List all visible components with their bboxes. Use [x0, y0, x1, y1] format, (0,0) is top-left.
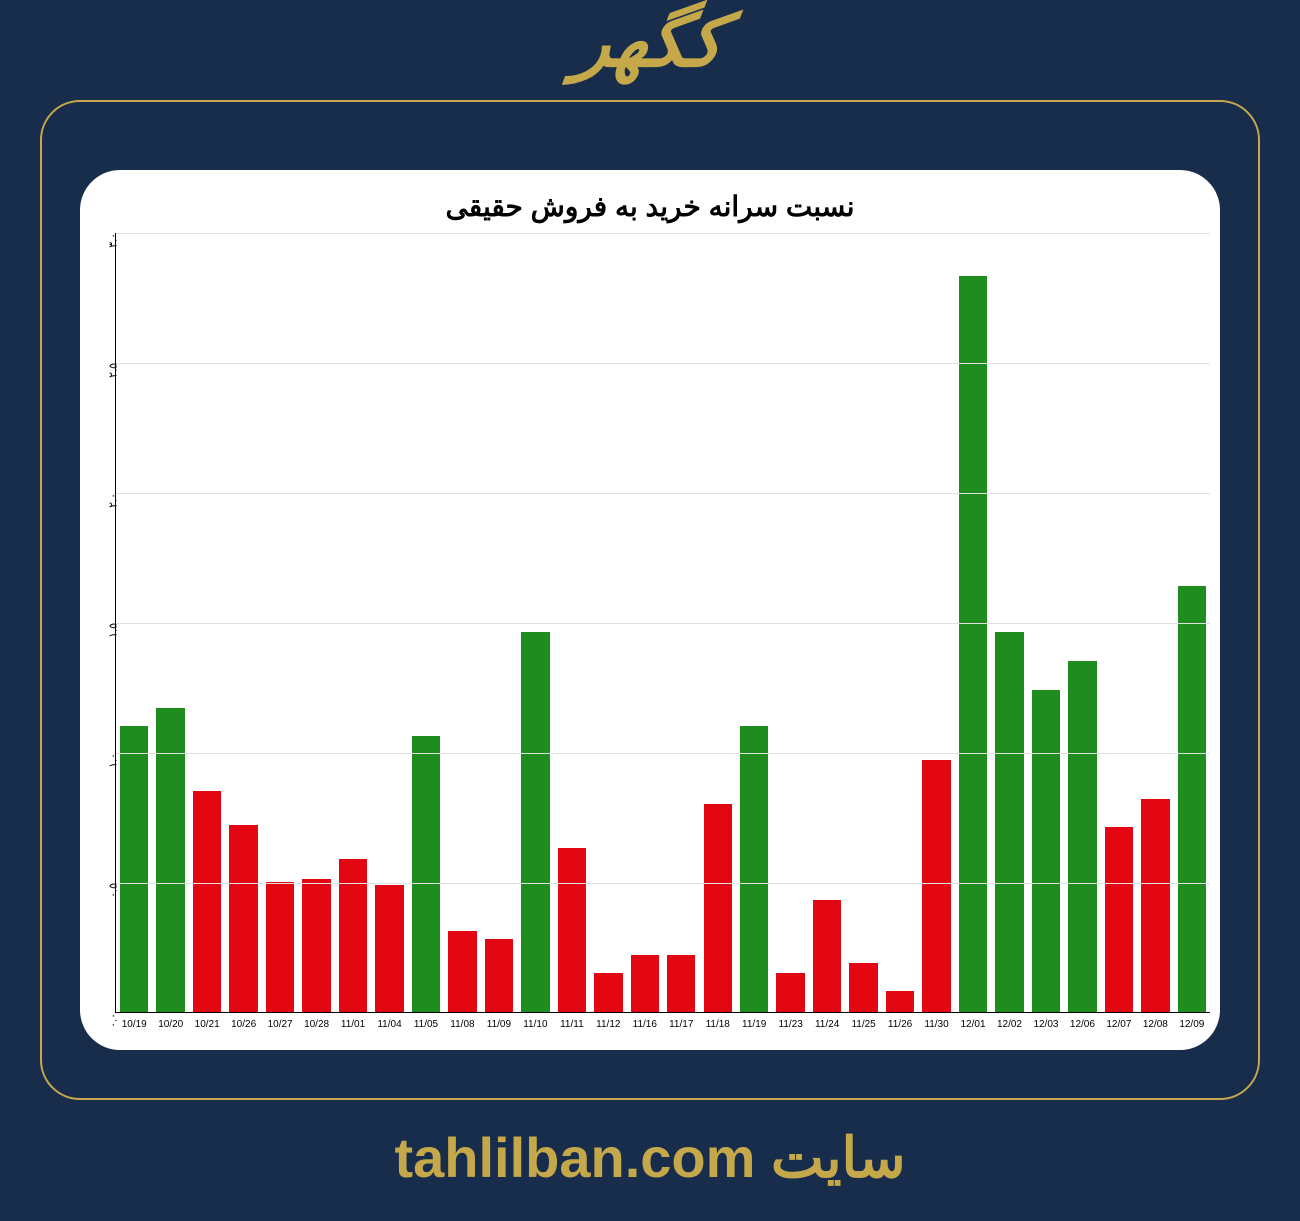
- xtick-label: 10/19: [122, 1019, 147, 1030]
- ytick-label: ۰.۰: [107, 1013, 120, 1036]
- bar: [995, 632, 1023, 1012]
- bar: [1068, 661, 1096, 1012]
- xtick-label: 12/07: [1106, 1019, 1131, 1030]
- bar: [1178, 586, 1206, 1012]
- xtick-label: 11/12: [596, 1019, 620, 1030]
- xtick-label: 11/11: [560, 1019, 584, 1030]
- bar: [740, 726, 768, 1012]
- gridline: [116, 623, 1210, 624]
- xtick-label: 11/17: [669, 1019, 693, 1030]
- xtick-label: 10/28: [304, 1019, 329, 1030]
- xtick-label: 12/06: [1070, 1019, 1095, 1030]
- bar: [813, 900, 841, 1012]
- chart-plot: 10/1910/2010/2110/2610/2710/2811/0111/04…: [115, 233, 1210, 1013]
- chart-area: 10/19 10/20 10/21 10/26 10/27 10/28 11/01 11/04…: [90, 233, 1210, 1043]
- xtick-label: 10/20: [158, 1019, 183, 1030]
- header-badge: کگهر: [537, 10, 764, 75]
- xtick-label: 10/21: [195, 1019, 220, 1030]
- bar: [375, 885, 403, 1012]
- xtick-label: 11/26: [888, 1019, 912, 1030]
- xtick-label: 12/01: [961, 1019, 986, 1030]
- footer-site-text: سایت tahlilban.com: [394, 1125, 905, 1191]
- xtick-label: 12/09: [1179, 1019, 1204, 1030]
- bar: [558, 848, 586, 1012]
- footer-badge: سایت tahlilban.com: [364, 1125, 935, 1191]
- ytick-label: ۱.۰: [107, 753, 120, 776]
- xtick-label: 11/19: [742, 1019, 766, 1030]
- bar: [229, 825, 257, 1012]
- xtick-label: 11/16: [633, 1019, 657, 1030]
- xtick-label: 11/08: [450, 1019, 474, 1030]
- bar: [776, 973, 804, 1012]
- bar: [1105, 827, 1133, 1012]
- xtick-label: 11/24: [815, 1019, 839, 1030]
- ytick-label: ۰.۵: [107, 883, 120, 906]
- bar: [521, 632, 549, 1012]
- bar: [1141, 799, 1169, 1012]
- bar: [594, 973, 622, 1012]
- xtick-label: 11/23: [779, 1019, 803, 1030]
- xtick-label: 12/02: [997, 1019, 1022, 1030]
- bar: [667, 955, 695, 1012]
- xtick-label: 11/01: [341, 1019, 365, 1030]
- chart-card: نسبت سرانه خرید به فروش حقیقی 10/19 10/20…: [80, 170, 1220, 1050]
- xtick-label: 10/27: [268, 1019, 293, 1030]
- ytick-label: ۳.۰: [107, 233, 120, 256]
- bar: [193, 791, 221, 1012]
- bar: [120, 726, 148, 1012]
- gridline: [116, 753, 1210, 754]
- bar: [339, 859, 367, 1012]
- xtick-label: 11/18: [706, 1019, 730, 1030]
- xtick-label: 11/09: [487, 1019, 511, 1030]
- bar: [631, 955, 659, 1012]
- stock-symbol-title: کگهر: [572, 10, 728, 75]
- gridline: [116, 883, 1210, 884]
- bar: [849, 963, 877, 1012]
- bar: [266, 882, 294, 1012]
- gridline: [116, 233, 1210, 234]
- xtick-label: 12/03: [1033, 1019, 1058, 1030]
- xtick-label: 11/05: [414, 1019, 438, 1030]
- ytick-label: ۲.۰: [107, 493, 120, 516]
- xtick-label: 10/26: [231, 1019, 256, 1030]
- xtick-label: 11/04: [377, 1019, 401, 1030]
- bar: [886, 991, 914, 1012]
- gridline: [116, 493, 1210, 494]
- bar: [448, 931, 476, 1012]
- xtick-label: 11/30: [924, 1019, 948, 1030]
- bar: [959, 276, 987, 1012]
- bar: [922, 760, 950, 1012]
- bar: [1032, 690, 1060, 1012]
- gridline: [116, 363, 1210, 364]
- xtick-label: 12/08: [1143, 1019, 1168, 1030]
- bar: [412, 736, 440, 1012]
- ytick-label: ۲.۵: [107, 363, 120, 386]
- xtick-label: 11/10: [523, 1019, 547, 1030]
- chart-title: نسبت سرانه خرید به فروش حقیقی: [90, 190, 1210, 223]
- ytick-label: ۱.۵: [107, 623, 120, 646]
- bar: [485, 939, 513, 1012]
- xtick-label: 11/25: [851, 1019, 875, 1030]
- bar: [704, 804, 732, 1012]
- bar: [302, 879, 330, 1012]
